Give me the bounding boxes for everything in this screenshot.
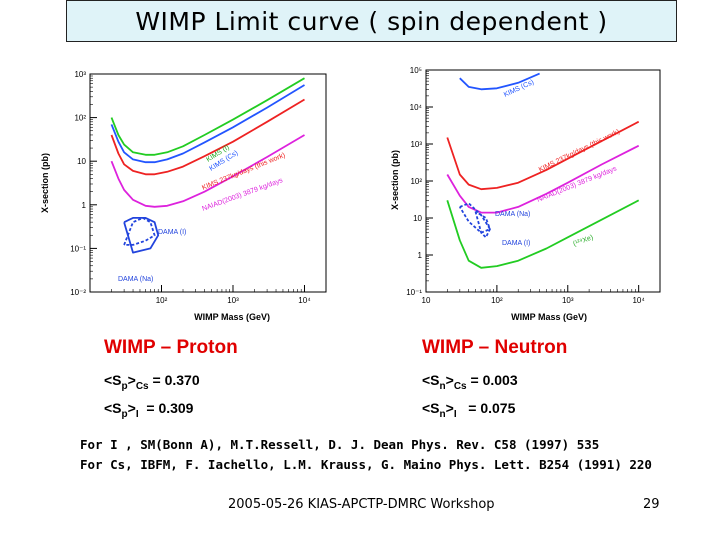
neutron-annot-dama-na: DAMA (Na) <box>495 211 530 218</box>
proton-xtick-label: 10² <box>156 296 168 305</box>
proton-series-kims-i <box>110 77 305 156</box>
neutron-i-value: <Sn>I = 0.075 <box>422 400 515 420</box>
proton-cs-sub2: Cs <box>135 380 149 392</box>
proton-xtick-label: 10⁴ <box>298 296 311 305</box>
proton-i-mid: > <box>127 400 136 416</box>
proton-xlabel: WIMP Mass (GeV) <box>194 312 270 322</box>
proton-ytick-label: 1 <box>82 201 87 210</box>
proton-cs-label: <S <box>104 372 122 388</box>
proton-xtick-label: 10³ <box>227 296 239 305</box>
proton-cs-number: = 0.370 <box>148 372 200 388</box>
neutron-ytick-label: 10⁻¹ <box>406 288 422 297</box>
proton-series <box>110 77 305 254</box>
page-number: 29 <box>643 497 660 512</box>
slide-title-box: WIMP Limit curve ( spin dependent ) <box>66 0 677 42</box>
neutron-ytick-label: 1 <box>418 251 423 260</box>
proton-axes: 10⁻² 10⁻¹ 1 10 10² 10³ 10² 10³ 10⁴ <box>70 70 327 305</box>
neutron-series <box>446 72 640 269</box>
neutron-i-mid: > <box>445 400 454 416</box>
reference-cesium: For Cs, IBFM, F. Iachello, L.M. Krauss, … <box>80 457 652 472</box>
proton-ytick-label: 10³ <box>74 70 86 79</box>
neutron-plot: 10⁻¹ 1 10 10² 10³ 10⁴ 10⁵ 10 10² 10³ 10⁴ X-section… <box>390 66 661 322</box>
proton-ytick-label: 10² <box>74 114 86 123</box>
neutron-xtick-label: 10 <box>422 296 431 305</box>
proton-i-sub2: I <box>135 408 139 420</box>
reference-iodine: For I , SM(Bonn A), M.T.Ressell, D. J. D… <box>80 437 600 452</box>
proton-annot-dama-na: DAMA (Na) <box>118 276 153 283</box>
proton-i-sub1: p <box>121 408 128 420</box>
neutron-series-xe <box>446 199 640 269</box>
proton-series-dama-na <box>123 216 160 254</box>
neutron-ytick-label: 10 <box>413 214 422 223</box>
neutron-i-label: <S <box>422 400 440 416</box>
neutron-series-dama-i <box>474 210 491 239</box>
neutron-xtick-label: 10³ <box>562 296 574 305</box>
proton-ylabel: X-section (pb) <box>40 153 50 213</box>
neutron-ytick-label: 10⁵ <box>410 66 422 75</box>
proton-plot: 10⁻² 10⁻¹ 1 10 10² 10³ 10² 10³ 10⁴ X-section (pb… <box>40 70 327 322</box>
neutron-cs-number: = 0.003 <box>466 372 518 388</box>
proton-heading: WIMP – Proton <box>104 337 238 358</box>
neutron-xtick-label: 10² <box>491 296 503 305</box>
neutron-axes: 10⁻¹ 1 10 10² 10³ 10⁴ 10⁵ 10 10² 10³ 10⁴ <box>406 66 661 305</box>
neutron-series-kims-cs <box>459 72 540 91</box>
neutron-cs-sub2: Cs <box>453 380 467 392</box>
proton-ytick-label: 10 <box>77 157 86 166</box>
slide-title: WIMP Limit curve ( spin dependent ) <box>135 6 608 36</box>
proton-i-number: = 0.309 <box>138 400 194 416</box>
neutron-heading: WIMP – Neutron <box>422 337 568 358</box>
proton-i-value: <Sp>I = 0.309 <box>104 400 193 420</box>
neutron-cs-mid: > <box>445 372 454 388</box>
neutron-ytick-label: 10⁴ <box>410 103 423 112</box>
proton-annot-dama-i: DAMA (I) <box>158 229 186 236</box>
proton-ytick-label: 10⁻² <box>70 288 86 297</box>
neutron-xlabel: WIMP Mass (GeV) <box>511 312 587 322</box>
neutron-ylabel: X-section (pb) <box>390 150 400 210</box>
neutron-i-sub2: I <box>453 408 457 420</box>
proton-ytick-label: 10⁻¹ <box>70 244 86 253</box>
chart-svg: 10⁻² 10⁻¹ 1 10 10² 10³ 10² 10³ 10⁴ X-section (pb… <box>40 66 661 322</box>
proton-series-kims-237kg-days-this-work <box>110 98 305 176</box>
proton-i-label: <S <box>104 400 122 416</box>
neutron-i-sub1: n <box>439 408 446 420</box>
neutron-plot-frame <box>425 69 661 293</box>
neutron-series-kims-237kg-days-this-work <box>446 120 640 191</box>
proton-series-dama-i <box>123 216 156 246</box>
neutron-ytick-label: 10² <box>410 177 422 186</box>
proton-series-kims-cs <box>110 84 305 164</box>
neutron-cs-value: <Sn>Cs = 0.003 <box>422 372 518 392</box>
neutron-xtick-label: 10⁴ <box>632 296 645 305</box>
proton-cs-sub1: p <box>121 380 128 392</box>
proton-cs-value: <Sp>Cs = 0.370 <box>104 372 200 392</box>
neutron-cs-sub1: n <box>439 380 446 392</box>
proton-cs-mid: > <box>127 372 136 388</box>
proton-series-naiad-2003-3879-kg-days <box>110 134 305 208</box>
neutron-cs-label: <S <box>422 372 440 388</box>
slide-footer: 2005-05-26 KIAS-APCTP-DMRC Workshop <box>228 497 495 512</box>
neutron-annot-dama-i: DAMA (I) <box>502 240 530 247</box>
neutron-series-naiad-2003-3879-kg-days <box>446 144 640 214</box>
neutron-ytick-label: 10³ <box>410 140 422 149</box>
neutron-i-number: = 0.075 <box>456 400 516 416</box>
